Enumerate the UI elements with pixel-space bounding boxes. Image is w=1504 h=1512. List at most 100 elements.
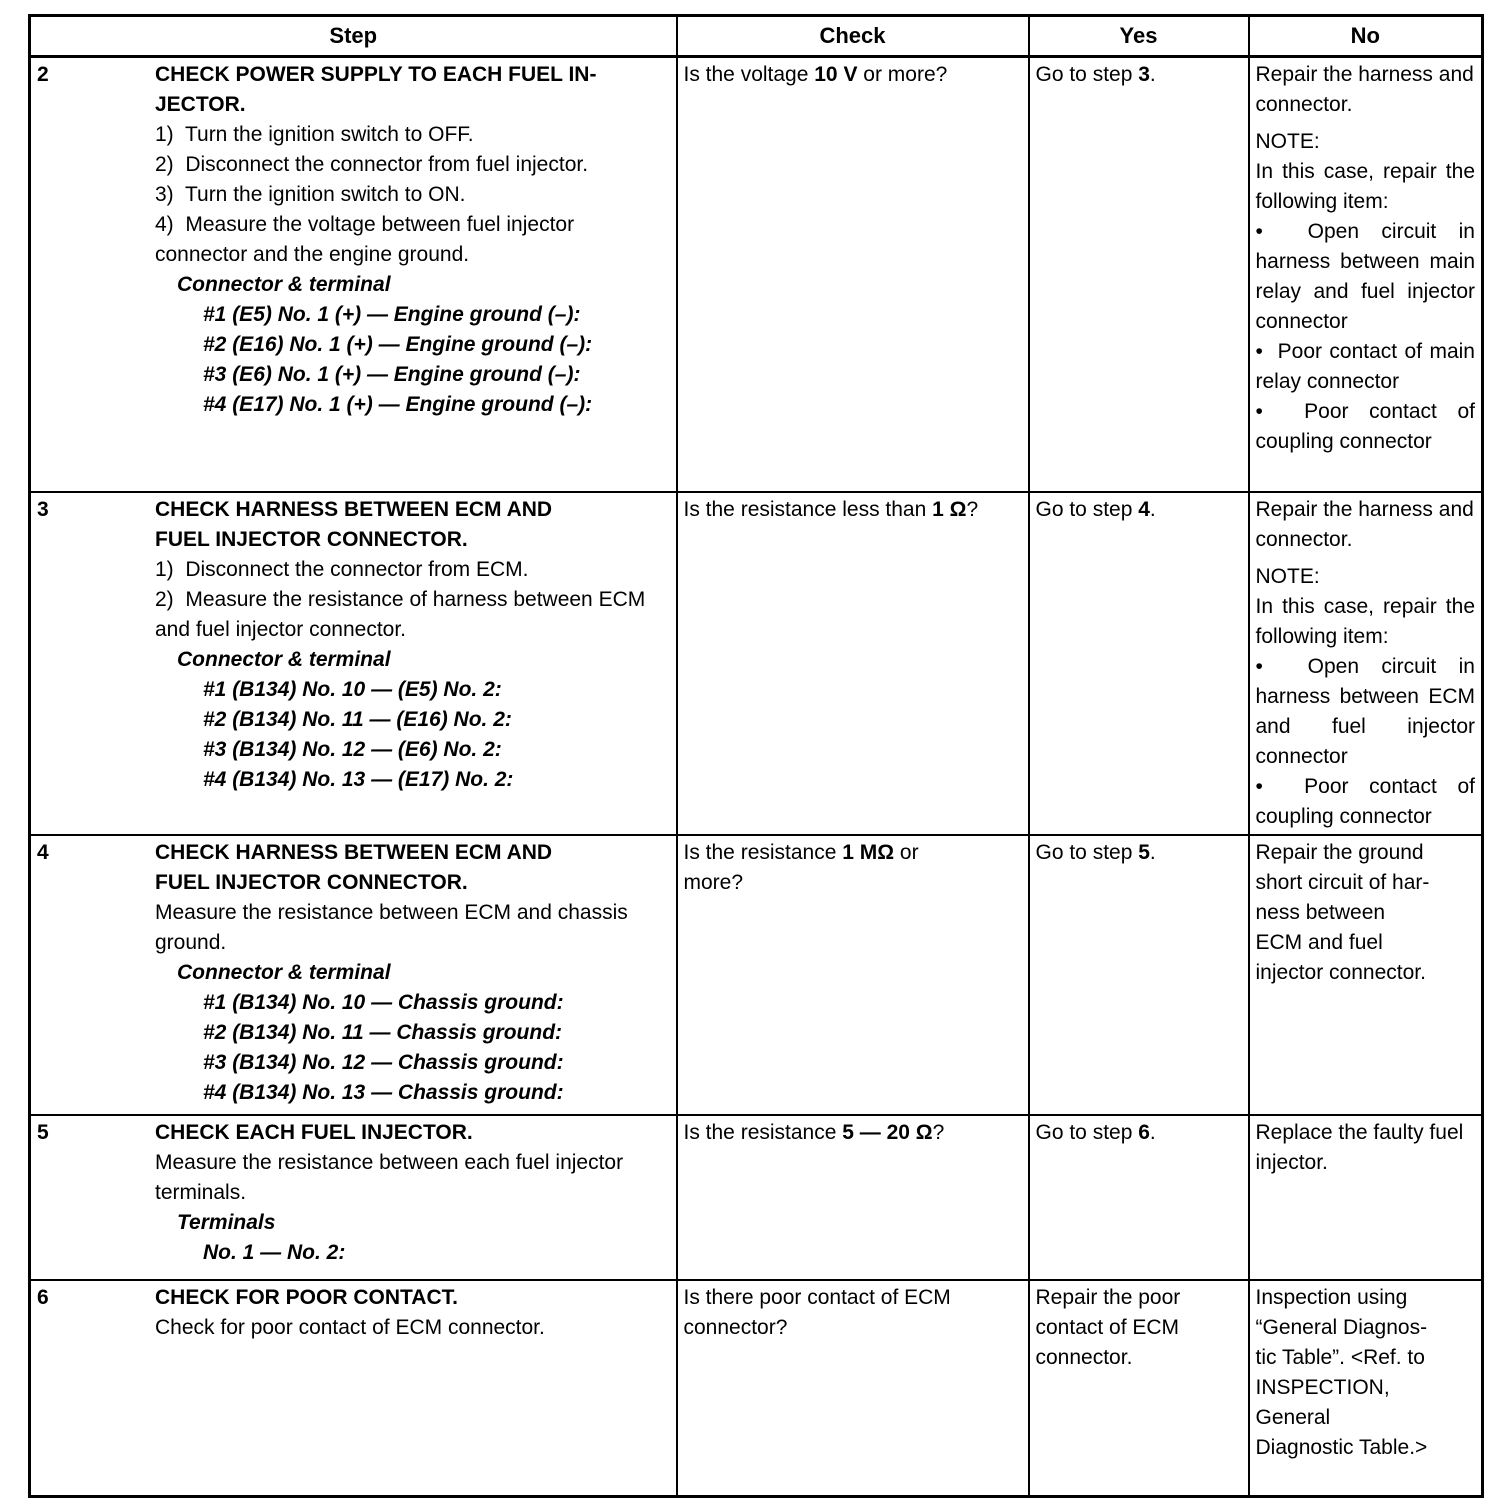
- no-cell: Replace the faulty fuel injector.: [1247, 1113, 1484, 1281]
- step-cell: 2 CHECK POWER SUPPLY TO EACH FUEL IN- JEC…: [28, 55, 678, 493]
- step-body-line: Measure the resistance between ECM and c…: [155, 900, 634, 954]
- check-question: Is there poor contact of ECM connector?: [683, 1285, 951, 1339]
- check-question: Is the resistance: [683, 1120, 843, 1144]
- yes-text: Go to step: [1035, 63, 1139, 86]
- header-yes: Yes: [1027, 14, 1250, 58]
- step-body-line: Measure the resistance between each fuel…: [155, 1150, 629, 1204]
- check-question: Is the resistance: [683, 840, 843, 864]
- step-title: CHECK HARNESS BETWEEN ECM AND FUEL INJECT…: [155, 495, 672, 555]
- no-text-block: Poor contact of coupling connector: [1256, 772, 1476, 832]
- yes-text: Go to step: [1035, 1120, 1139, 1144]
- step-cell: 4 CHECK HARNESS BETWEEN ECM AND FUEL INJE…: [28, 833, 678, 1116]
- step-body: 1) Disconnect the connector from ECM. 2) …: [155, 555, 672, 795]
- no-cell: Repair the harness and connector. NOTE: In…: [1247, 490, 1484, 836]
- step-title-line: CHECK POWER SUPPLY TO EACH FUEL IN-: [155, 63, 597, 86]
- step-body-line: 2) Disconnect the connector from fuel in…: [155, 153, 589, 176]
- step-title-line: CHECK HARNESS BETWEEN ECM AND: [155, 497, 553, 521]
- step-body: Measure the resistance between ECM and c…: [155, 898, 672, 1108]
- no-text-block: Poor contact of coupling connector: [1256, 397, 1476, 457]
- step-cell-inner: 4 CHECK HARNESS BETWEEN ECM AND FUEL INJE…: [32, 838, 672, 1108]
- no-text-block: Inspection using “General Diagnos- tic T…: [1255, 1285, 1428, 1459]
- no-text-block: Repair the ground short circuit of har- …: [1255, 840, 1430, 984]
- yes-text: Repair the poor contact of ECM connector…: [1035, 1285, 1187, 1369]
- step-content: CHECK FOR POOR CONTACT. Check for poor c…: [155, 1283, 672, 1343]
- check-value: 10 V: [814, 63, 858, 86]
- step-body: Measure the resistance between each fuel…: [155, 1148, 672, 1268]
- step-title-line: CHECK FOR POOR CONTACT.: [155, 1285, 458, 1309]
- step-content: CHECK HARNESS BETWEEN ECM AND FUEL INJECT…: [155, 495, 672, 795]
- no-text-block: Poor contact of main relay connector: [1256, 337, 1476, 397]
- step-body-line: #1 (B134) No. 10 — Chassis ground:: [203, 990, 564, 1014]
- yes-cell: Go to step 4.: [1027, 490, 1250, 836]
- no-cell: Inspection using “General Diagnos- tic T…: [1247, 1278, 1484, 1498]
- step-title: CHECK EACH FUEL INJECTOR.: [155, 1118, 672, 1148]
- yes-step-number: 5: [1138, 840, 1150, 864]
- step-title-line: FUEL INJECTOR CONNECTOR.: [155, 870, 468, 894]
- yes-text: Go to step: [1035, 840, 1139, 864]
- step-cell-inner: 5 CHECK EACH FUEL INJECTOR. Measure the …: [32, 1118, 672, 1268]
- step-cell-inner: 2 CHECK POWER SUPPLY TO EACH FUEL IN- JEC…: [32, 60, 672, 420]
- check-value: 1 MΩ: [842, 840, 895, 864]
- no-text-block: Open circuit in harness between main rel…: [1256, 217, 1476, 337]
- no-text-block: Replace the faulty fuel injector.: [1255, 1120, 1464, 1174]
- diagnostic-table: Step Check Yes No 2 CHECK POWER SUPPLY T…: [28, 14, 1484, 1498]
- check-cell: Is the resistance 5 — 20 Ω?: [675, 1113, 1030, 1281]
- yes-text-tail: .: [1149, 497, 1156, 521]
- step-content: CHECK POWER SUPPLY TO EACH FUEL IN- JECTO…: [155, 60, 672, 420]
- step-cell-inner: 6 CHECK FOR POOR CONTACT. Check for poor…: [32, 1283, 672, 1343]
- yes-cell: Go to step 3.: [1027, 55, 1250, 493]
- no-text-block: In this case, repair the following item:: [1255, 594, 1476, 648]
- check-question: Is the resistance less than: [683, 497, 933, 521]
- no-text-block: Open circuit in harness between ECM and …: [1256, 652, 1476, 772]
- check-cell: Is the resistance 1 MΩ or more?: [675, 833, 1030, 1116]
- step-body-line: 3) Turn the ignition switch to ON.: [155, 183, 466, 206]
- step-body-line: #2 (B134) No. 11 — Chassis ground:: [203, 1020, 563, 1044]
- no-cell: Repair the harness and connector. NOTE: In…: [1247, 55, 1484, 493]
- step-body-line: Connector & terminal: [177, 273, 391, 296]
- step-body-line: 1) Turn the ignition switch to OFF.: [155, 123, 474, 146]
- yes-step-number: 6: [1138, 1120, 1150, 1144]
- step-body-line: #1 (E5) No. 1 (+) — Engine ground (–):: [203, 303, 581, 326]
- yes-text-tail: .: [1149, 63, 1156, 86]
- no-text-block: Repair the harness and connector.: [1255, 63, 1474, 116]
- step-cell: 6 CHECK FOR POOR CONTACT. Check for poor…: [28, 1278, 678, 1498]
- check-value: 5 — 20 Ω: [842, 1120, 933, 1144]
- yes-text: Go to step: [1035, 497, 1139, 521]
- step-title: CHECK FOR POOR CONTACT.: [155, 1283, 672, 1313]
- table-row-step-4: 4 CHECK HARNESS BETWEEN ECM AND FUEL INJE…: [28, 833, 1484, 1116]
- table-row-step-3: 3 CHECK HARNESS BETWEEN ECM AND FUEL INJE…: [28, 490, 1484, 836]
- yes-text-tail: .: [1149, 840, 1156, 864]
- step-body-line: #3 (B134) No. 12 — Chassis ground:: [203, 1050, 564, 1074]
- step-body-line: #4 (E17) No. 1 (+) — Engine ground (–):: [203, 393, 593, 416]
- yes-text-tail: .: [1149, 1120, 1156, 1144]
- yes-cell: Repair the poor contact of ECM connector…: [1027, 1278, 1250, 1498]
- header-step: Step: [28, 14, 678, 58]
- table-row-step-2: 2 CHECK POWER SUPPLY TO EACH FUEL IN- JEC…: [28, 55, 1484, 493]
- header-no: No: [1247, 14, 1484, 58]
- step-body-line: #2 (B134) No. 11 — (E16) No. 2:: [203, 707, 512, 731]
- table-row-step-5: 5 CHECK EACH FUEL INJECTOR. Measure the …: [28, 1113, 1484, 1281]
- step-body: Check for poor contact of ECM connector.: [155, 1313, 672, 1343]
- step-number: 2: [37, 63, 49, 86]
- header-check: Check: [675, 14, 1030, 58]
- step-number: 6: [37, 1285, 49, 1309]
- yes-step-number: 4: [1138, 497, 1150, 521]
- step-body-line: #3 (E6) No. 1 (+) — Engine ground (–):: [203, 363, 581, 386]
- step-body-line: Connector & terminal: [177, 960, 391, 984]
- step-body-line: #3 (B134) No. 12 — (E6) No. 2:: [203, 737, 502, 761]
- step-title-line: FUEL INJECTOR CONNECTOR.: [155, 527, 468, 551]
- step-title-line: JECTOR.: [155, 93, 246, 116]
- check-question-tail: or more?: [857, 63, 948, 86]
- no-text-block: Repair the harness and connector.: [1255, 497, 1474, 551]
- check-cell: Is the resistance less than 1 Ω?: [675, 490, 1030, 836]
- step-cell: 3 CHECK HARNESS BETWEEN ECM AND FUEL INJE…: [28, 490, 678, 836]
- no-cell: Repair the ground short circuit of har- …: [1247, 833, 1484, 1116]
- check-question-tail: ?: [932, 1120, 945, 1144]
- header-row: Step Check Yes No: [28, 14, 1484, 58]
- step-content: CHECK HARNESS BETWEEN ECM AND FUEL INJECT…: [155, 838, 672, 1108]
- check-question-tail: or more?: [683, 840, 919, 894]
- table-row-step-6: 6 CHECK FOR POOR CONTACT. Check for poor…: [28, 1278, 1484, 1498]
- check-question-tail: ?: [966, 497, 979, 521]
- step-body-line: 4) Measure the voltage between fuel inje…: [155, 213, 580, 266]
